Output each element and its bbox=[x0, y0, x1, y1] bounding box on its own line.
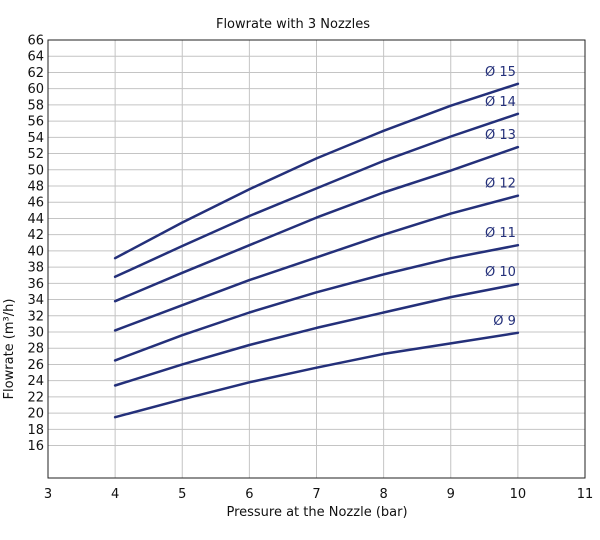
series-line bbox=[113, 112, 520, 279]
y-tick-label: 18 bbox=[27, 423, 44, 438]
y-tick-label: 30 bbox=[27, 326, 44, 341]
series-line bbox=[113, 282, 520, 387]
x-tick-label: 11 bbox=[577, 487, 594, 502]
plot-frame bbox=[47, 39, 586, 479]
y-tick-label: 56 bbox=[27, 115, 44, 130]
y-tick-label: 20 bbox=[27, 407, 44, 422]
x-axis-label: Pressure at the Nozzle (bar) bbox=[226, 505, 407, 520]
y-tick-label: 58 bbox=[27, 98, 44, 113]
series-label: Ø 11 bbox=[485, 226, 516, 241]
y-tick-label: 28 bbox=[27, 342, 44, 357]
y-tick-label: 60 bbox=[27, 82, 44, 97]
series-label: Ø 10 bbox=[485, 265, 516, 280]
series-label: Ø 14 bbox=[485, 95, 516, 110]
y-tick-label: 38 bbox=[27, 261, 44, 276]
y-tick-label: 26 bbox=[27, 358, 44, 373]
series-line bbox=[113, 145, 520, 303]
y-tick-label: 44 bbox=[27, 212, 44, 227]
x-tick-label: 9 bbox=[447, 487, 455, 502]
y-tick-label: 50 bbox=[27, 163, 44, 178]
y-tick-label: 42 bbox=[27, 228, 44, 243]
series-label: Ø 12 bbox=[485, 177, 516, 192]
series-line bbox=[113, 243, 520, 362]
y-tick-label: 22 bbox=[27, 390, 44, 405]
y-tick-label: 36 bbox=[27, 277, 44, 292]
x-axis-ticks: 3 4 5 6 7 8 9 10 11 bbox=[44, 487, 593, 502]
x-tick-label: 7 bbox=[312, 487, 320, 502]
y-tick-label: 32 bbox=[27, 309, 44, 324]
y-tick-label: 16 bbox=[27, 439, 44, 454]
y-axis-label: Flowrate (m³/h) bbox=[2, 299, 17, 400]
y-tick-label: 24 bbox=[27, 374, 44, 389]
series-line bbox=[113, 331, 520, 419]
series-label: Ø 13 bbox=[485, 128, 516, 143]
y-tick-label: 40 bbox=[27, 244, 44, 259]
y-tick-label: 54 bbox=[27, 131, 44, 146]
series-lines bbox=[113, 82, 520, 419]
y-tick-label: 66 bbox=[27, 34, 44, 49]
y-tick-label: 52 bbox=[27, 147, 44, 162]
y-tick-label: 62 bbox=[27, 66, 44, 81]
y-tick-label: 48 bbox=[27, 180, 44, 195]
chart-title: Flowrate with 3 Nozzles bbox=[216, 17, 370, 32]
y-tick-label: 46 bbox=[27, 196, 44, 211]
x-tick-label: 6 bbox=[245, 487, 253, 502]
x-tick-label: 3 bbox=[44, 487, 52, 502]
y-tick-label: 64 bbox=[27, 50, 44, 65]
x-tick-label: 5 bbox=[178, 487, 186, 502]
series-line bbox=[113, 194, 520, 332]
x-tick-label: 8 bbox=[379, 487, 387, 502]
series-labels: Ø 9 Ø 10 Ø 11 Ø 12 Ø 13 Ø 14 Ø 15 bbox=[485, 65, 516, 329]
series-line bbox=[113, 82, 520, 260]
x-tick-label: 4 bbox=[111, 487, 119, 502]
x-tick-label: 10 bbox=[510, 487, 527, 502]
series-label: Ø 15 bbox=[485, 65, 516, 80]
series-label: Ø 9 bbox=[493, 314, 516, 329]
y-tick-label: 34 bbox=[27, 293, 44, 308]
